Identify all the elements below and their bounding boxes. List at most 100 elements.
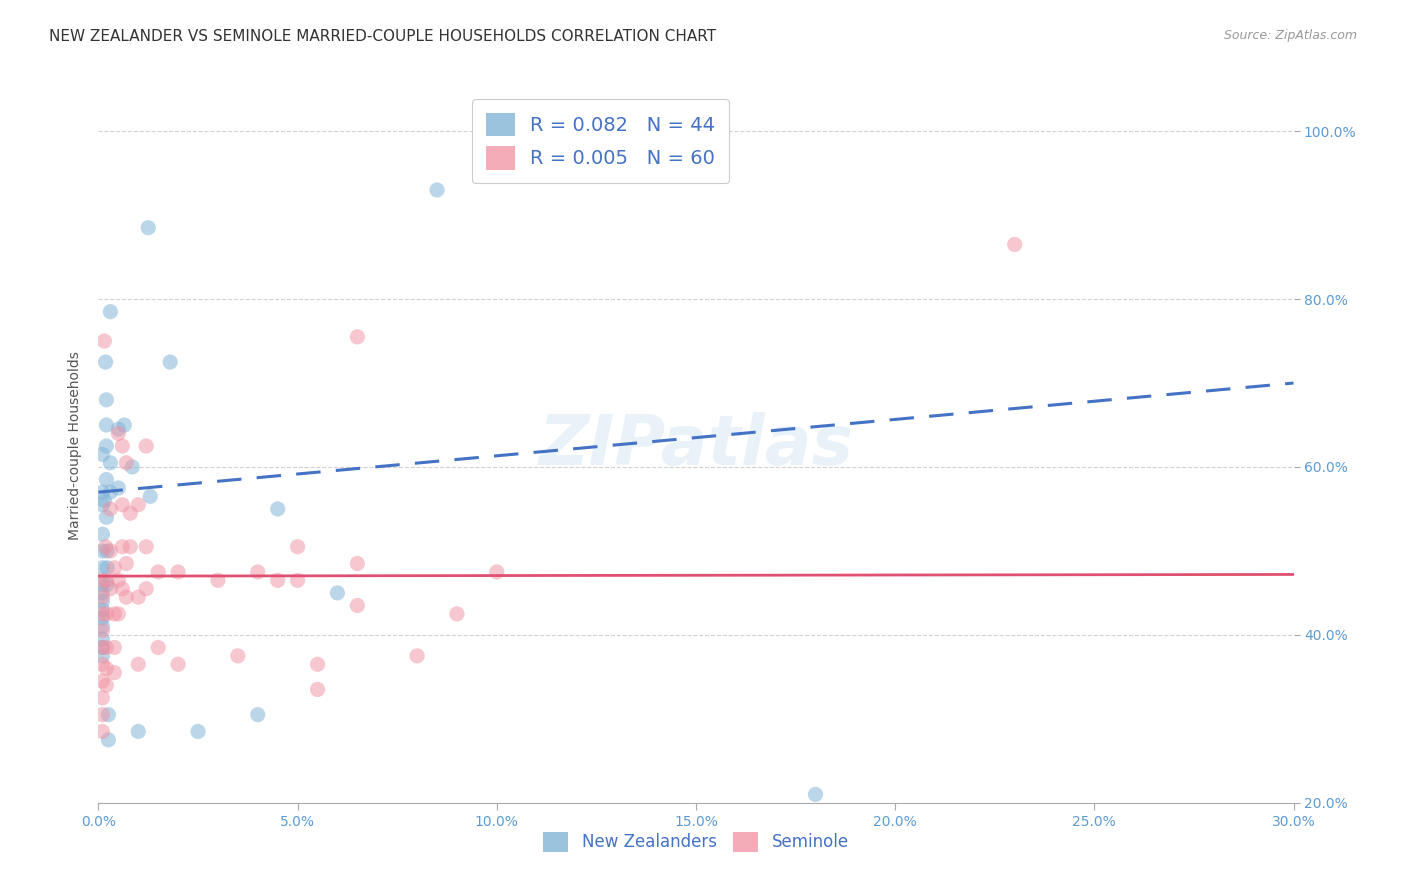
Point bbox=[91, 619, 114, 633]
Point bbox=[98, 304, 122, 318]
Point bbox=[346, 330, 368, 344]
Point bbox=[111, 439, 134, 453]
Point bbox=[96, 661, 118, 675]
Point bbox=[112, 417, 135, 432]
Point bbox=[207, 574, 229, 588]
Point bbox=[91, 603, 114, 617]
Point bbox=[127, 724, 149, 739]
Point bbox=[159, 355, 181, 369]
Point bbox=[120, 506, 142, 520]
Point bbox=[91, 574, 114, 588]
Point bbox=[103, 607, 125, 621]
Point bbox=[426, 183, 449, 197]
Point bbox=[307, 682, 329, 697]
Point bbox=[485, 565, 508, 579]
Point bbox=[120, 540, 142, 554]
Point bbox=[107, 422, 129, 436]
Y-axis label: Married-couple Households: Married-couple Households bbox=[69, 351, 83, 541]
Point bbox=[115, 590, 138, 604]
Point bbox=[91, 594, 114, 608]
Point bbox=[91, 498, 114, 512]
Point bbox=[115, 456, 138, 470]
Point bbox=[91, 560, 114, 574]
Point bbox=[346, 557, 368, 571]
Point bbox=[287, 574, 309, 588]
Point bbox=[98, 582, 122, 596]
Point bbox=[115, 557, 138, 571]
Point bbox=[94, 540, 117, 554]
Point bbox=[139, 489, 162, 503]
Point bbox=[91, 648, 114, 663]
Point bbox=[91, 657, 114, 672]
Point bbox=[91, 586, 114, 600]
Point bbox=[91, 447, 114, 461]
Point bbox=[267, 574, 290, 588]
Point bbox=[94, 355, 117, 369]
Point bbox=[107, 481, 129, 495]
Point bbox=[127, 657, 149, 672]
Point bbox=[246, 707, 269, 722]
Point bbox=[127, 498, 149, 512]
Point bbox=[167, 657, 190, 672]
Point bbox=[91, 577, 114, 591]
Point bbox=[91, 607, 114, 621]
Point bbox=[121, 460, 143, 475]
Text: NEW ZEALANDER VS SEMINOLE MARRIED-COUPLE HOUSEHOLDS CORRELATION CHART: NEW ZEALANDER VS SEMINOLE MARRIED-COUPLE… bbox=[49, 29, 716, 44]
Point bbox=[96, 473, 118, 487]
Legend: New Zealanders, Seminole: New Zealanders, Seminole bbox=[537, 825, 855, 859]
Point bbox=[246, 565, 269, 579]
Point bbox=[96, 607, 118, 621]
Point bbox=[135, 439, 157, 453]
Point bbox=[111, 582, 134, 596]
Point bbox=[96, 392, 118, 407]
Point bbox=[96, 640, 118, 655]
Point bbox=[148, 640, 170, 655]
Point bbox=[167, 565, 190, 579]
Point bbox=[111, 498, 134, 512]
Point bbox=[91, 611, 114, 625]
Point bbox=[148, 565, 170, 579]
Point bbox=[103, 640, 125, 655]
Point bbox=[307, 657, 329, 672]
Point bbox=[96, 574, 118, 588]
Point bbox=[406, 648, 429, 663]
Point bbox=[226, 648, 249, 663]
Point bbox=[1004, 237, 1026, 252]
Point bbox=[446, 607, 468, 621]
Point bbox=[91, 544, 114, 558]
Point bbox=[91, 707, 114, 722]
Text: Source: ZipAtlas.com: Source: ZipAtlas.com bbox=[1223, 29, 1357, 42]
Point bbox=[91, 690, 114, 705]
Point bbox=[91, 724, 114, 739]
Point bbox=[107, 607, 129, 621]
Point bbox=[93, 334, 115, 348]
Point bbox=[804, 788, 827, 802]
Point bbox=[96, 544, 118, 558]
Point bbox=[91, 640, 114, 655]
Point bbox=[135, 540, 157, 554]
Point bbox=[98, 502, 122, 516]
Point bbox=[111, 540, 134, 554]
Point bbox=[107, 426, 129, 441]
Point bbox=[96, 417, 118, 432]
Point bbox=[91, 527, 114, 541]
Point bbox=[103, 560, 125, 574]
Point bbox=[107, 574, 129, 588]
Point bbox=[103, 665, 125, 680]
Point bbox=[326, 586, 349, 600]
Point bbox=[91, 624, 114, 638]
Point bbox=[91, 590, 114, 604]
Point bbox=[346, 599, 368, 613]
Point bbox=[287, 540, 309, 554]
Point bbox=[91, 674, 114, 689]
Point bbox=[91, 640, 114, 655]
Point bbox=[187, 724, 209, 739]
Point bbox=[96, 510, 118, 524]
Point bbox=[98, 544, 122, 558]
Point bbox=[97, 732, 120, 747]
Point bbox=[267, 502, 290, 516]
Point bbox=[91, 632, 114, 646]
Point bbox=[136, 220, 159, 235]
Point bbox=[135, 582, 157, 596]
Point bbox=[98, 456, 122, 470]
